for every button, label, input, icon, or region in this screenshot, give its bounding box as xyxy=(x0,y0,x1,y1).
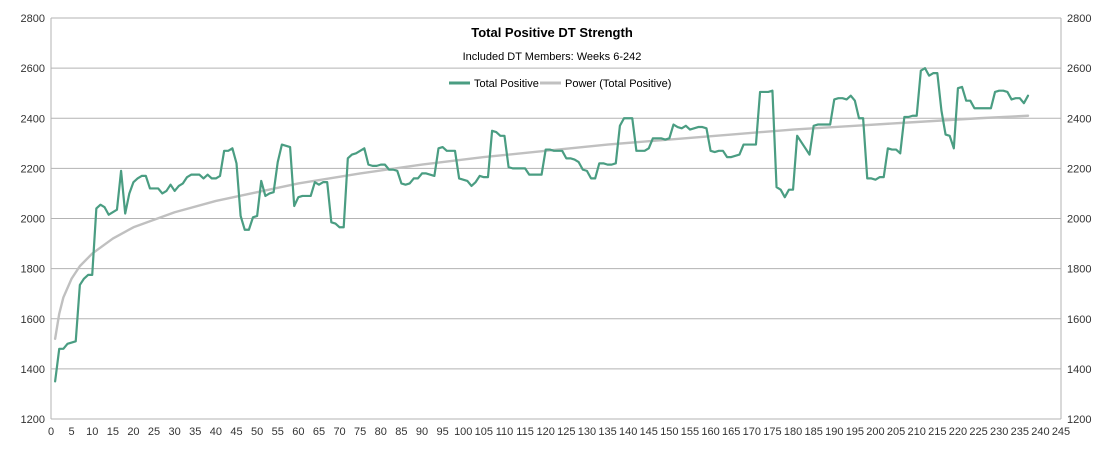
x-tick-label: 70 xyxy=(333,426,345,438)
x-tick-label: 40 xyxy=(210,426,222,438)
x-tick-label: 175 xyxy=(763,426,781,438)
x-tick-label: 110 xyxy=(496,426,514,438)
y-tick-label-right: 1400 xyxy=(1067,364,1091,376)
x-tick-label: 235 xyxy=(1011,426,1029,438)
x-tick-label: 80 xyxy=(375,426,387,438)
legend-label-total-positive: Total Positive xyxy=(474,78,539,90)
y-tick-label-right: 2000 xyxy=(1067,214,1091,226)
x-tick-label: 35 xyxy=(189,426,201,438)
x-tick-label: 195 xyxy=(846,426,864,438)
x-tick-label: 60 xyxy=(292,426,304,438)
x-tick-label: 95 xyxy=(437,426,449,438)
y-tick-label-right: 2600 xyxy=(1067,63,1091,75)
x-tick-label: 140 xyxy=(619,426,637,438)
x-tick-label: 65 xyxy=(313,426,325,438)
legend-label-power-trendline: Power (Total Positive) xyxy=(565,78,671,90)
legend: Total Positive Power (Total Positive) xyxy=(449,78,671,90)
x-tick-label: 55 xyxy=(272,426,284,438)
x-tick-label: 145 xyxy=(640,426,658,438)
y-tick-label-right: 1200 xyxy=(1067,414,1091,426)
y-tick-label-left: 2800 xyxy=(21,13,45,25)
x-tick-label: 30 xyxy=(169,426,181,438)
x-tick-label: 125 xyxy=(557,426,575,438)
x-tick-label: 220 xyxy=(949,426,967,438)
y-tick-label-left: 1600 xyxy=(21,314,45,326)
x-tick-label: 15 xyxy=(107,426,119,438)
right-y-axis: 1200 1400 1600 1800 2000 2200 2400 2600 2800 xyxy=(1067,13,1091,426)
x-tick-label: 50 xyxy=(251,426,263,438)
axes xyxy=(50,18,1062,419)
y-tick-label-right: 1600 xyxy=(1067,314,1091,326)
x-tick-label: 165 xyxy=(722,426,740,438)
x-tick-label: 75 xyxy=(354,426,366,438)
x-tick-label: 105 xyxy=(475,426,493,438)
y-tick-label-left: 2600 xyxy=(21,63,45,75)
x-tick-label: 10 xyxy=(86,426,98,438)
y-tick-label-left: 2000 xyxy=(21,214,45,226)
x-tick-label: 115 xyxy=(516,426,534,438)
left-y-axis: 1200 1400 1600 1800 2000 2200 2400 2600 2800 xyxy=(21,13,45,426)
x-axis: 0 5 10 15 20 25 30 35 40 45 50 55 60 65 70 75 80 85 90 95 10… xyxy=(48,426,1070,438)
x-tick-label: 160 xyxy=(701,426,719,438)
x-tick-label: 120 xyxy=(537,426,555,438)
x-tick-label: 205 xyxy=(887,426,905,438)
gridlines xyxy=(51,17,1061,420)
x-tick-label: 85 xyxy=(395,426,407,438)
x-tick-label: 190 xyxy=(825,426,843,438)
x-tick-label: 155 xyxy=(681,426,699,438)
y-tick-label-right: 2200 xyxy=(1067,163,1091,175)
series-line-power-trendline xyxy=(53,114,1030,340)
x-tick-label: 210 xyxy=(908,426,926,438)
x-tick-label: 25 xyxy=(148,426,160,438)
x-tick-label: 90 xyxy=(416,426,428,438)
y-tick-label-right: 1800 xyxy=(1067,264,1091,276)
x-tick-label: 170 xyxy=(743,426,761,438)
x-tick-label: 245 xyxy=(1052,426,1070,438)
x-tick-label: 0 xyxy=(48,426,54,438)
series-line-total-positive xyxy=(54,67,1030,383)
x-tick-label: 240 xyxy=(1031,426,1049,438)
y-tick-label-left: 1400 xyxy=(21,364,45,376)
chart-subtitle: Included DT Members: Weeks 6-242 xyxy=(463,51,642,63)
x-tick-label: 100 xyxy=(454,426,472,438)
series-layer xyxy=(53,67,1030,383)
x-tick-label: 45 xyxy=(230,426,242,438)
y-tick-label-left: 1200 xyxy=(21,414,45,426)
x-tick-label: 130 xyxy=(578,426,596,438)
x-tick-label: 215 xyxy=(928,426,946,438)
chart-title: Total Positive DT Strength xyxy=(471,25,633,40)
y-tick-label-left: 2400 xyxy=(21,113,45,125)
x-tick-label: 225 xyxy=(969,426,987,438)
y-tick-label-left: 1800 xyxy=(21,264,45,276)
x-tick-label: 150 xyxy=(660,426,678,438)
y-tick-label-right: 2400 xyxy=(1067,113,1091,125)
x-tick-label: 135 xyxy=(598,426,616,438)
y-tick-label-right: 2800 xyxy=(1067,13,1091,25)
y-tick-label-left: 2200 xyxy=(21,163,45,175)
x-tick-label: 185 xyxy=(804,426,822,438)
x-tick-label: 180 xyxy=(784,426,802,438)
x-tick-label: 20 xyxy=(127,426,139,438)
x-tick-label: 200 xyxy=(866,426,884,438)
x-tick-label: 5 xyxy=(69,426,75,438)
x-tick-label: 230 xyxy=(990,426,1008,438)
